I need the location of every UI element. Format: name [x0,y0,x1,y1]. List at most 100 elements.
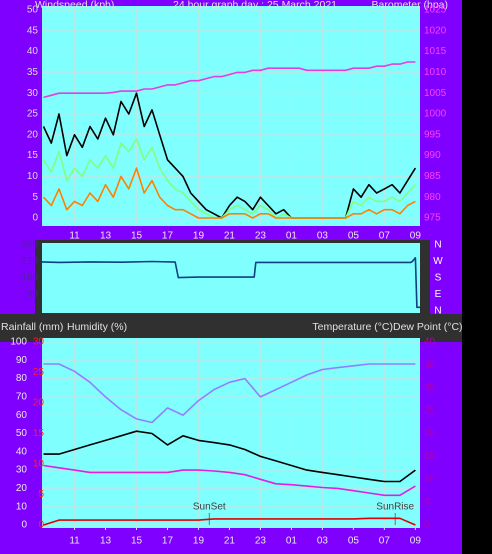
y-tick-label: 100 [10,337,27,348]
y-axis-label: Humidity (%) [67,321,127,333]
y-tick-label: 90 [16,355,28,366]
y2-tick-label: 995 [424,129,441,140]
y-tick-label: 0 [21,520,27,531]
y2-tick-label: E [435,289,442,300]
y2-tick-label: 1025 [424,5,447,16]
y2-tick-label: 25 [424,405,436,416]
y2-axis-label: Barometer (hpa) [372,0,448,11]
y3-tick-label: 15 [33,428,45,439]
x-tick-label: 01 [286,231,298,242]
y-tick-label: 30 [27,88,39,99]
x-tick-label: 23 [255,231,267,242]
x-tick-label: 07 [379,231,391,242]
y2-tick-label: W [433,256,443,267]
y2-tick-label: 40 [424,337,436,348]
x-tick-label: 13 [100,536,112,547]
series-line [42,92,417,219]
y2-tick-label: 1015 [424,46,447,57]
series-line [43,517,416,526]
y3-axis-label: Rainfall (mm) [1,321,63,333]
y-tick-label: 0 [32,213,38,224]
series-line [41,257,420,309]
y-tick-label: 5 [32,192,38,203]
series-line [43,61,416,99]
series-line [43,363,416,424]
x-tick-label: 03 [317,536,329,547]
y3-tick-label: 25 [33,367,45,378]
y2-tick-label: 15 [424,451,436,462]
annotation: SunSet [193,502,226,513]
y3-tick-label: 5 [38,489,44,500]
y2-tick-label: 985 [424,171,441,182]
x-tick-label: 15 [131,231,143,242]
y-tick-label: 90 [27,289,39,300]
plot-area [42,6,420,226]
y-tick-label: 270 [21,256,38,267]
y-axis-label: Windspeed (kph) [35,0,114,11]
y-tick-label: 40 [16,446,28,457]
y2-tick-label: 990 [424,150,441,161]
y2-tick-label: 1010 [424,67,447,78]
y3-tick-label: 30 [33,337,45,348]
y-tick-label: 35 [27,67,39,78]
x-tick-label: 19 [193,231,205,242]
x-tick-label: 15 [131,536,143,547]
y-tick-label: 30 [16,465,28,476]
x-tick-label: 23 [255,536,267,547]
y2-tick-label: 30 [424,382,436,393]
x-tick-label: 11 [69,231,80,242]
y-tick-label: 60 [16,410,28,421]
x-tick-label: 13 [100,231,112,242]
x-tick-label: 21 [224,536,236,547]
y-tick-label: 50 [16,428,28,439]
y2-tick-label: 975 [424,213,441,224]
series-line [43,430,416,483]
y2-tick-label: S [435,273,442,284]
x-tick-label: 19 [193,536,205,547]
plot-area [42,243,420,313]
y-tick-label: 80 [16,373,28,384]
x-tick-label: 07 [379,536,391,547]
chart-title: 24 hour graph day : 25 March 2021 [173,0,337,11]
y2-tick-label: 20 [424,428,436,439]
series-line [42,167,416,219]
x-tick-label: 17 [162,231,174,242]
x-tick-label: 05 [348,231,360,242]
y-tick-label: 40 [27,46,39,57]
y-tick-label: 15 [27,150,39,161]
y-tick-label: 25 [27,109,39,120]
x-tick-label: 03 [317,231,329,242]
series-line [42,138,416,219]
x-tick-label: 05 [348,536,360,547]
y-tick-label: 70 [16,392,28,403]
x-tick-label: 09 [410,231,422,242]
x-tick-label: 11 [69,536,80,547]
y2-tick-label: 0 [424,520,430,531]
y2-tick-label: 35 [424,360,436,371]
y3-tick-label: 0 [38,520,44,531]
y-tick-label: 45 [27,25,39,36]
annotation: SunRise [376,502,414,513]
y3-tick-label: 10 [33,459,45,470]
y2-tick-label: 5 [424,497,430,508]
header-band [0,314,462,342]
x-tick-label: 17 [162,536,174,547]
y3-tick-label: 20 [33,398,45,409]
series-line [43,464,416,497]
y2-tick-label: N [434,240,441,251]
y-tick-label: 50 [27,5,39,16]
x-tick-label: 09 [410,536,422,547]
y-tick-label: 20 [16,483,28,494]
x-tick-label: 21 [224,231,236,242]
y-tick-label: 360 [21,240,38,251]
y-tick-label: 10 [16,501,28,512]
y2-tick-label: 1005 [424,88,447,99]
y2-axis-label: Temperature (°C) [312,321,393,333]
y-tick-label: 20 [27,129,39,140]
y-tick-label: 180 [21,273,38,284]
y2-tick-label: N [434,306,441,317]
y2-tick-label: 10 [424,474,436,485]
y2-axis-label: Dew Point (°C) [393,321,463,333]
